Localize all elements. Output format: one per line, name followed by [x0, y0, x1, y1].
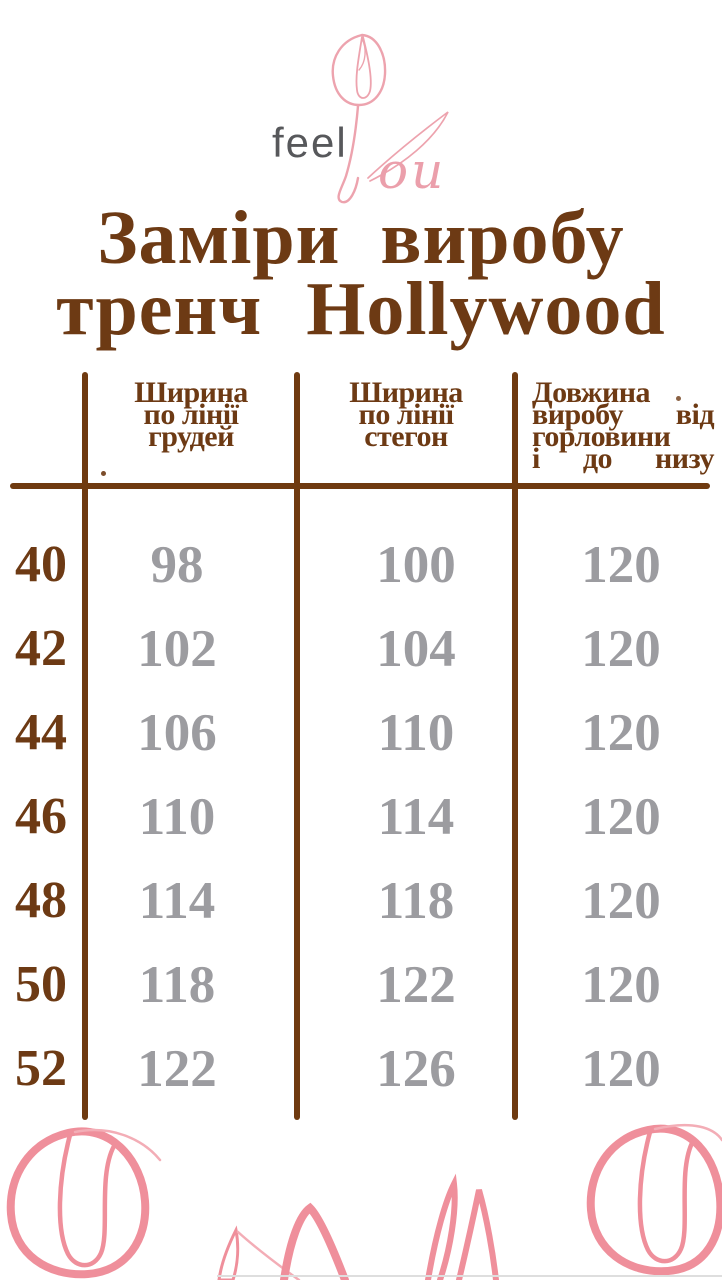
- pointed-petal-left-icon: [425, 1173, 458, 1280]
- tulip-leaf-icon: [367, 111, 449, 182]
- page-title: Заміри виробу тренч Hollywood: [0, 196, 722, 347]
- ink-dot-artifact: [676, 396, 681, 401]
- size-cell: 46: [15, 788, 67, 845]
- hips-value: 100: [376, 536, 456, 594]
- chest-value: 122: [137, 1040, 217, 1098]
- length-value: 120: [581, 872, 661, 930]
- column-header-hips: Ширина по лінії стегон: [299, 376, 513, 453]
- tulip-petal-curl-icon: [358, 38, 366, 71]
- chest-value: 98: [150, 536, 204, 594]
- brand-feel-text: feel: [272, 119, 348, 166]
- pointed-petal-right-icon: [456, 1189, 499, 1280]
- page-title-line2: тренч Hollywood: [0, 271, 722, 347]
- hips-value: 126: [376, 1040, 456, 1098]
- size-cell: 50: [15, 956, 67, 1013]
- table-body: 40 98 100 120 42 102 104 120 44 106 110 …: [0, 523, 722, 1111]
- hips-value: 104: [376, 620, 456, 678]
- brand-ou-text: ou: [378, 142, 446, 200]
- header-line: грудей: [148, 420, 234, 453]
- hips-value: 122: [376, 956, 456, 1014]
- chest-value: 110: [138, 788, 216, 846]
- header-line: стегон: [364, 420, 448, 453]
- tulip-bud-icon: [331, 33, 387, 107]
- chest-value: 114: [138, 872, 216, 930]
- length-value: 120: [581, 620, 661, 678]
- table-row: 48 114 118 120: [0, 859, 722, 943]
- chest-value: 118: [138, 956, 216, 1014]
- tulip-right-inner-petal-icon: [637, 1129, 695, 1264]
- tulip-right-thin-arc-icon: [653, 1123, 722, 1142]
- tulip-footer-decoration: [0, 1118, 722, 1280]
- header-word: до: [582, 442, 613, 475]
- column-header-chest: Ширина по лінії грудей: [86, 376, 296, 453]
- length-value: 120: [581, 956, 661, 1014]
- size-cell: 40: [15, 536, 67, 593]
- header-divider-line: [10, 483, 710, 489]
- table-row: 50 118 122 120: [0, 943, 722, 1027]
- size-cell: 44: [15, 704, 67, 761]
- header-word: виробу: [532, 398, 624, 431]
- tulip-inner-petal-icon: [355, 36, 372, 99]
- size-cell: 42: [15, 620, 67, 677]
- hips-value: 118: [377, 872, 455, 930]
- table-row: 40 98 100 120: [0, 523, 722, 607]
- chest-value: 102: [137, 620, 217, 678]
- tulip-stem-icon: [337, 104, 360, 204]
- length-value: 120: [581, 1040, 661, 1098]
- length-value: 120: [581, 788, 661, 846]
- column-divider-2: [294, 372, 300, 1120]
- brand-logo: feel ou: [262, 18, 482, 208]
- header-word: низу: [655, 442, 715, 475]
- feel-you-logo: feel ou: [272, 33, 449, 204]
- header-line: Ширина: [349, 376, 463, 409]
- ink-dot-artifact: [101, 471, 106, 476]
- tulip-left-outer-icon: [6, 1127, 150, 1279]
- column-divider-3: [512, 372, 518, 1120]
- title-product-type: тренч: [56, 267, 263, 351]
- header-line: горловини: [532, 420, 671, 453]
- round-petal-icon: [280, 1202, 349, 1280]
- column-divider-1: [82, 372, 88, 1120]
- title-model-name: Hollywood: [306, 267, 666, 351]
- length-value: 120: [581, 704, 661, 762]
- tulip-left-thin-arc-icon: [73, 1128, 162, 1162]
- chest-value: 106: [137, 704, 217, 762]
- header-line: Ширина: [134, 376, 248, 409]
- header-line: по лінії: [143, 398, 239, 431]
- tulip-doodles: [6, 1123, 722, 1280]
- tulip-left-inner-petal-icon: [57, 1132, 117, 1268]
- small-leaf-icon: [217, 1225, 240, 1280]
- tulip-right-outer-icon: [586, 1124, 722, 1276]
- header-word: і: [532, 442, 540, 475]
- length-value: 120: [581, 536, 661, 594]
- header-line: виробу від: [532, 398, 715, 431]
- footer-artifact-line: [217, 1275, 722, 1277]
- hips-value: 110: [377, 704, 455, 762]
- size-cell: 48: [15, 872, 67, 929]
- size-cell: 52: [15, 1040, 67, 1097]
- table-row: 52 122 126 120: [0, 1027, 722, 1111]
- table-row: 42 102 104 120: [0, 607, 722, 691]
- header-word: від: [675, 398, 715, 431]
- page-title-line1: Заміри виробу: [97, 196, 625, 280]
- column-header-length: Довжина виробу від горловини і до низу: [532, 376, 715, 475]
- header-line: і до низу: [532, 442, 715, 475]
- hips-value: 114: [377, 788, 455, 846]
- table-row: 46 110 114 120: [0, 775, 722, 859]
- table-row: 44 106 110 120: [0, 691, 722, 775]
- header-line: Довжина: [532, 376, 651, 409]
- header-line: по лінії: [358, 398, 454, 431]
